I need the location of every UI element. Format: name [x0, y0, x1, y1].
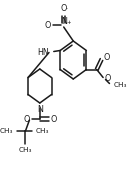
Text: N: N — [37, 104, 43, 113]
Text: O: O — [51, 114, 57, 124]
Text: -: - — [66, 7, 68, 12]
Text: CH₃: CH₃ — [19, 147, 32, 153]
Text: O: O — [60, 4, 67, 13]
Text: O: O — [103, 53, 109, 62]
Text: HN: HN — [37, 48, 49, 57]
Text: O: O — [105, 74, 111, 83]
Text: +: + — [66, 19, 71, 25]
Text: CH₃: CH₃ — [36, 128, 49, 134]
Text: N: N — [61, 17, 67, 26]
Text: CH₃: CH₃ — [113, 81, 127, 87]
Text: O: O — [23, 114, 29, 124]
Text: O: O — [45, 20, 51, 30]
Text: CH₃: CH₃ — [0, 128, 13, 134]
